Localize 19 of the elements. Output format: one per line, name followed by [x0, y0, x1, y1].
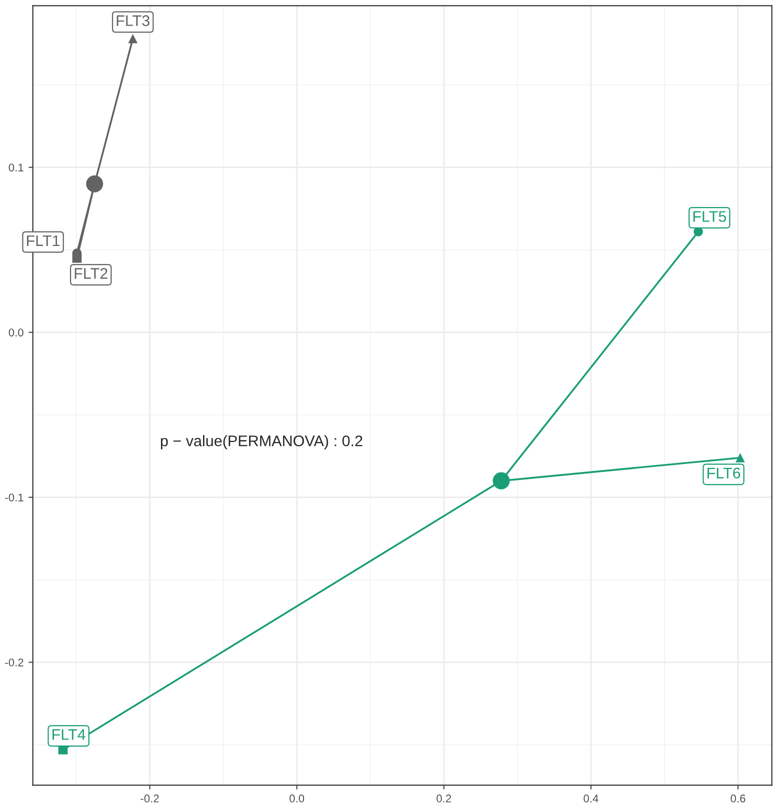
y-tick-label: -0.1	[5, 494, 24, 502]
x-tick-label: -0.2	[140, 794, 159, 802]
x-tick-label: 0.6	[730, 794, 746, 802]
y-tick-label: 0.1	[8, 164, 24, 172]
y-tick-label: -0.2	[5, 658, 24, 666]
point	[128, 34, 138, 44]
x-tick-label: 0.4	[584, 794, 598, 802]
data-label: FLT4	[52, 729, 86, 740]
x-tick-label: 0.0	[290, 794, 304, 802]
data-label: FLT2	[74, 268, 108, 279]
point	[736, 453, 745, 462]
data-label: FLT1	[27, 235, 60, 246]
annotation: p − value(PERMANOVA) : 0.2	[160, 435, 362, 450]
x-tick-label: 0.2	[436, 794, 452, 802]
point	[72, 253, 82, 263]
data-label: FLT3	[116, 15, 150, 26]
data-label: FLT5	[693, 211, 726, 222]
data-label: FLT6	[708, 468, 740, 478]
y-tick-label: 0.0	[8, 328, 24, 336]
